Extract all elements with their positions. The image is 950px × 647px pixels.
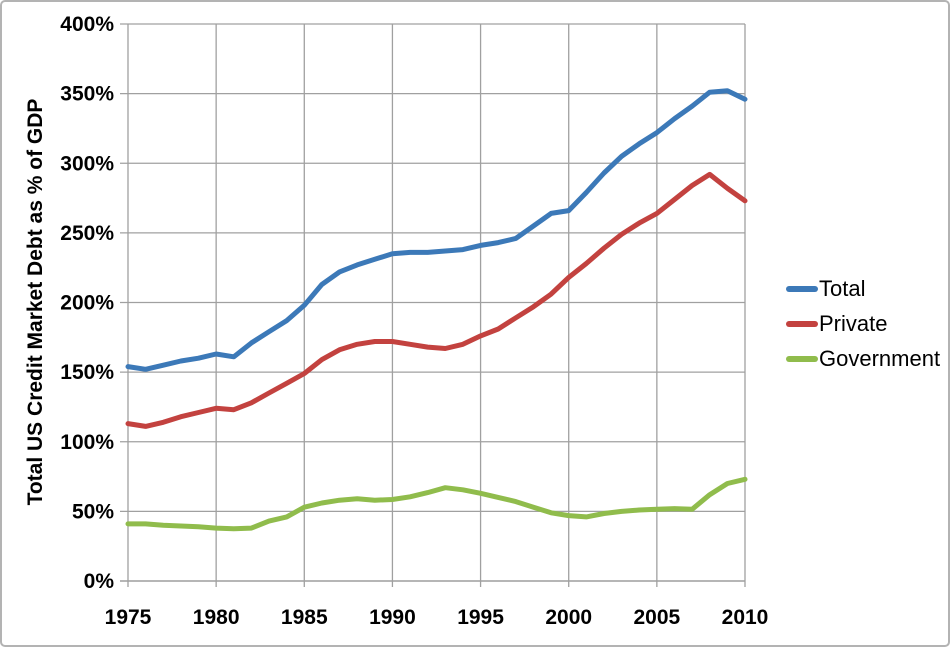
legend-swatch-private: [786, 320, 818, 327]
x-tick-label: 2010: [722, 606, 769, 629]
y-tick-label: 250%: [60, 222, 114, 245]
legend-swatch-total: [786, 285, 818, 292]
x-tick-label: 1980: [193, 606, 240, 629]
y-tick-label: 100%: [60, 431, 114, 454]
x-tick-label: 1990: [369, 606, 416, 629]
y-tick-label: 150%: [60, 361, 114, 384]
x-tick-label: 2000: [545, 606, 592, 629]
y-tick-label: 400%: [60, 13, 114, 36]
legend-swatch-government: [786, 355, 818, 362]
y-tick-label: 0%: [84, 570, 115, 593]
legend-label-government: Government: [819, 345, 941, 371]
y-tick-label: 200%: [60, 292, 114, 315]
y-axis-title: Total US Credit Market Debt as % of GDP: [24, 99, 47, 506]
gridlines: [120, 23, 746, 587]
tick-labels: 0% 50% 100% 150% 200% 250% 300% 350% 400% 1975 198…: [60, 13, 768, 629]
legend: Total Private Government: [786, 271, 940, 376]
legend-label-total: Total: [819, 275, 866, 301]
series-line-private: [125, 171, 748, 429]
x-tick-label: 1995: [457, 606, 504, 629]
legend-item-private: Private: [786, 306, 940, 341]
y-tick-label: 350%: [60, 83, 114, 106]
series-line-total: [125, 88, 748, 372]
x-tick-label: 2005: [633, 606, 680, 629]
legend-item-government: Government: [786, 341, 940, 376]
legend-label-private: Private: [819, 310, 888, 336]
series-lines: [125, 88, 748, 532]
y-tick-label: 300%: [60, 152, 114, 175]
series-line-government: [125, 476, 748, 532]
x-tick-label: 1985: [281, 606, 328, 629]
legend-item-total: Total: [786, 271, 940, 306]
x-tick-label: 1975: [105, 606, 152, 629]
y-tick-label: 50%: [72, 500, 114, 523]
